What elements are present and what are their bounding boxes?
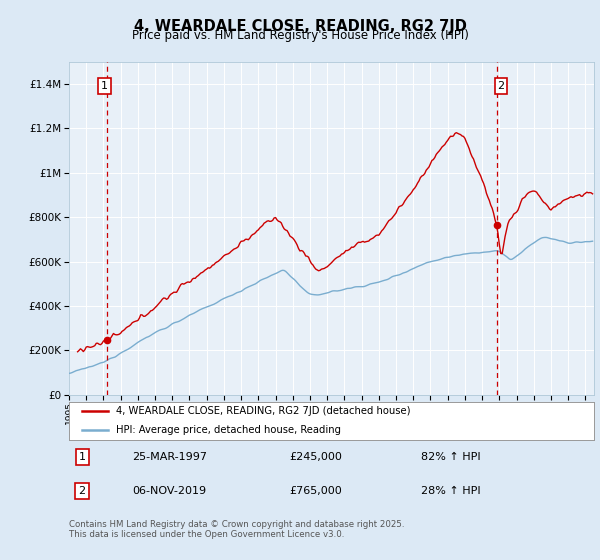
Text: 1: 1 [101,81,108,91]
Text: HPI: Average price, detached house, Reading: HPI: Average price, detached house, Read… [116,425,341,435]
Text: £765,000: £765,000 [290,486,342,496]
Text: 4, WEARDALE CLOSE, READING, RG2 7JD (detached house): 4, WEARDALE CLOSE, READING, RG2 7JD (det… [116,406,411,416]
Text: 25-MAR-1997: 25-MAR-1997 [132,452,207,463]
Text: 28% ↑ HPI: 28% ↑ HPI [421,486,481,496]
Text: 06-NOV-2019: 06-NOV-2019 [132,486,206,496]
Text: £245,000: £245,000 [290,452,343,463]
Text: 1: 1 [79,452,86,463]
Text: Contains HM Land Registry data © Crown copyright and database right 2025.
This d: Contains HM Land Registry data © Crown c… [69,520,404,539]
Text: Price paid vs. HM Land Registry's House Price Index (HPI): Price paid vs. HM Land Registry's House … [131,29,469,42]
Text: 2: 2 [497,81,505,91]
Text: 2: 2 [79,486,86,496]
Text: 4, WEARDALE CLOSE, READING, RG2 7JD: 4, WEARDALE CLOSE, READING, RG2 7JD [134,19,466,34]
Text: 82% ↑ HPI: 82% ↑ HPI [421,452,481,463]
